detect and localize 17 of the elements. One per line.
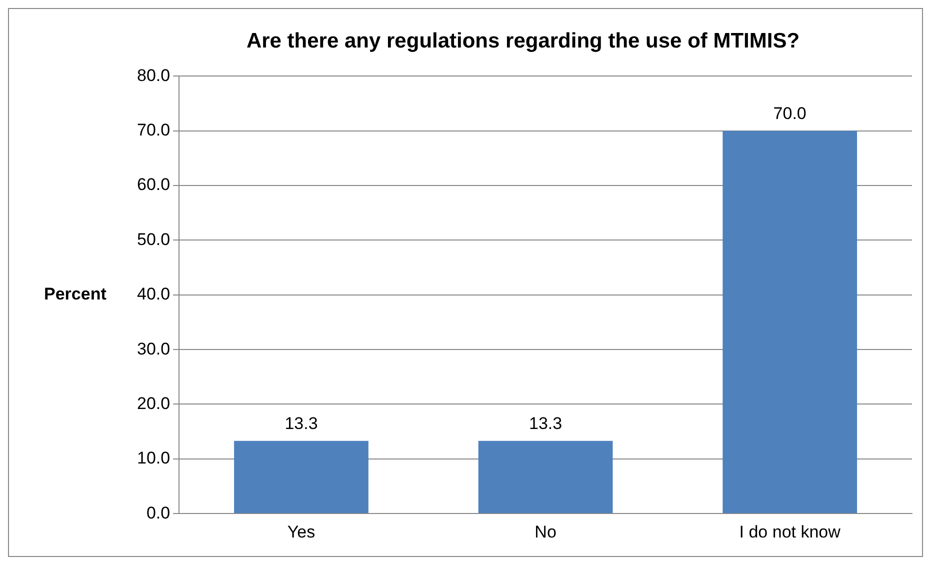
y-tick-label: 80.0 bbox=[136, 66, 170, 85]
y-tick-label: 20.0 bbox=[136, 394, 170, 413]
data-label: 13.3 bbox=[284, 414, 318, 434]
y-tick-label: 40.0 bbox=[136, 284, 170, 304]
y-tick-label: 0.0 bbox=[146, 503, 170, 522]
chart-title: Are there any regulations regarding the use of MTIMIS? bbox=[246, 29, 800, 52]
y-tick-label: 60.0 bbox=[136, 175, 170, 194]
data-label: 13.3 bbox=[528, 414, 562, 434]
y-tick-label: 10.0 bbox=[136, 448, 170, 468]
x-tick-label: Yes bbox=[287, 522, 316, 542]
y-axis-title: Percent bbox=[44, 284, 107, 304]
x-tick-label: I do not know bbox=[739, 522, 842, 542]
y-tick-label: 30.0 bbox=[136, 339, 170, 358]
y-tick-label: 70.0 bbox=[136, 120, 170, 140]
data-label: 70.0 bbox=[773, 104, 806, 124]
x-tick-label: No bbox=[534, 522, 556, 542]
y-tick-label: 50.0 bbox=[136, 230, 170, 249]
